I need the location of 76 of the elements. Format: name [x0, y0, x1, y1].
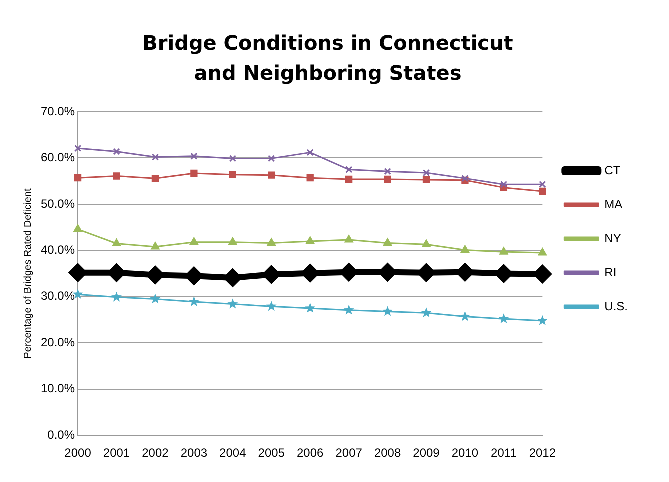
point [152, 154, 160, 161]
point [74, 224, 82, 232]
point [421, 308, 432, 318]
point [306, 174, 314, 182]
point [112, 239, 121, 246]
y-tick-label: 40.0% [40, 243, 76, 257]
point [190, 152, 198, 160]
y-tick-label: 30.0% [40, 289, 76, 304]
legend-label: CT [604, 163, 622, 178]
point [74, 144, 82, 152]
point [112, 292, 122, 302]
point [422, 176, 430, 184]
point [150, 294, 161, 304]
point [384, 168, 392, 176]
x-tick-label: 2003 [180, 446, 208, 460]
point [539, 181, 546, 188]
point [266, 301, 277, 312]
point [113, 172, 120, 180]
point [345, 176, 353, 184]
legend-label: MA [604, 197, 623, 212]
point [422, 240, 431, 248]
legend-label: U.S. [604, 299, 628, 314]
point [537, 315, 548, 326]
point [382, 306, 394, 316]
point [268, 155, 276, 162]
point [229, 155, 236, 162]
x-tick-label: 2008 [374, 446, 402, 460]
point [500, 181, 508, 188]
point [267, 238, 276, 246]
point [268, 172, 276, 179]
y-tick-label: 50.0% [40, 196, 76, 211]
y-tick-label: 10.0% [40, 382, 76, 396]
point [190, 170, 198, 178]
x-tick-label: 2009 [413, 446, 440, 460]
x-tick-label: 2012 [529, 446, 556, 460]
point [74, 174, 82, 182]
y-axis-title: Percentage of Bridges Rated Deficient [22, 188, 34, 359]
point [344, 304, 354, 315]
point [229, 171, 236, 178]
point [305, 302, 316, 313]
x-tick-label: 2007 [336, 446, 363, 460]
x-tick-label: 2005 [258, 446, 286, 460]
point [228, 238, 238, 246]
x-tick-label: 2006 [296, 446, 324, 460]
point [306, 236, 315, 244]
point [188, 296, 200, 306]
point [228, 298, 238, 309]
y-tick-label: 70.0% [40, 104, 76, 118]
point [151, 242, 160, 250]
point [461, 245, 470, 253]
x-tick-label: 2010 [452, 446, 479, 460]
point [539, 188, 546, 196]
y-tick-label: 60.0% [40, 150, 76, 165]
x-tick-label: 2004 [220, 446, 247, 460]
point [190, 238, 198, 246]
x-tick-label: 2002 [142, 446, 170, 460]
point [306, 149, 314, 156]
point [345, 166, 353, 174]
legend-label: NY [604, 231, 622, 246]
point [384, 176, 392, 184]
y-tick-label: 0.0% [48, 428, 76, 442]
point [384, 238, 392, 246]
x-tick-label: 2000 [64, 446, 92, 460]
point [500, 247, 508, 255]
point [538, 248, 547, 256]
x-tick-label: 2001 [103, 446, 130, 460]
point [422, 169, 430, 177]
y-tick-label: 20.0% [40, 335, 76, 350]
point [113, 148, 120, 156]
x-tick-label: 2011 [491, 446, 518, 460]
point [344, 235, 354, 243]
legend-label: RI [604, 265, 617, 280]
point [498, 314, 510, 324]
point [460, 311, 470, 322]
point [152, 174, 160, 182]
chart-title: Bridge Conditions in Connecticut and Neighboring States [142, 31, 514, 86]
